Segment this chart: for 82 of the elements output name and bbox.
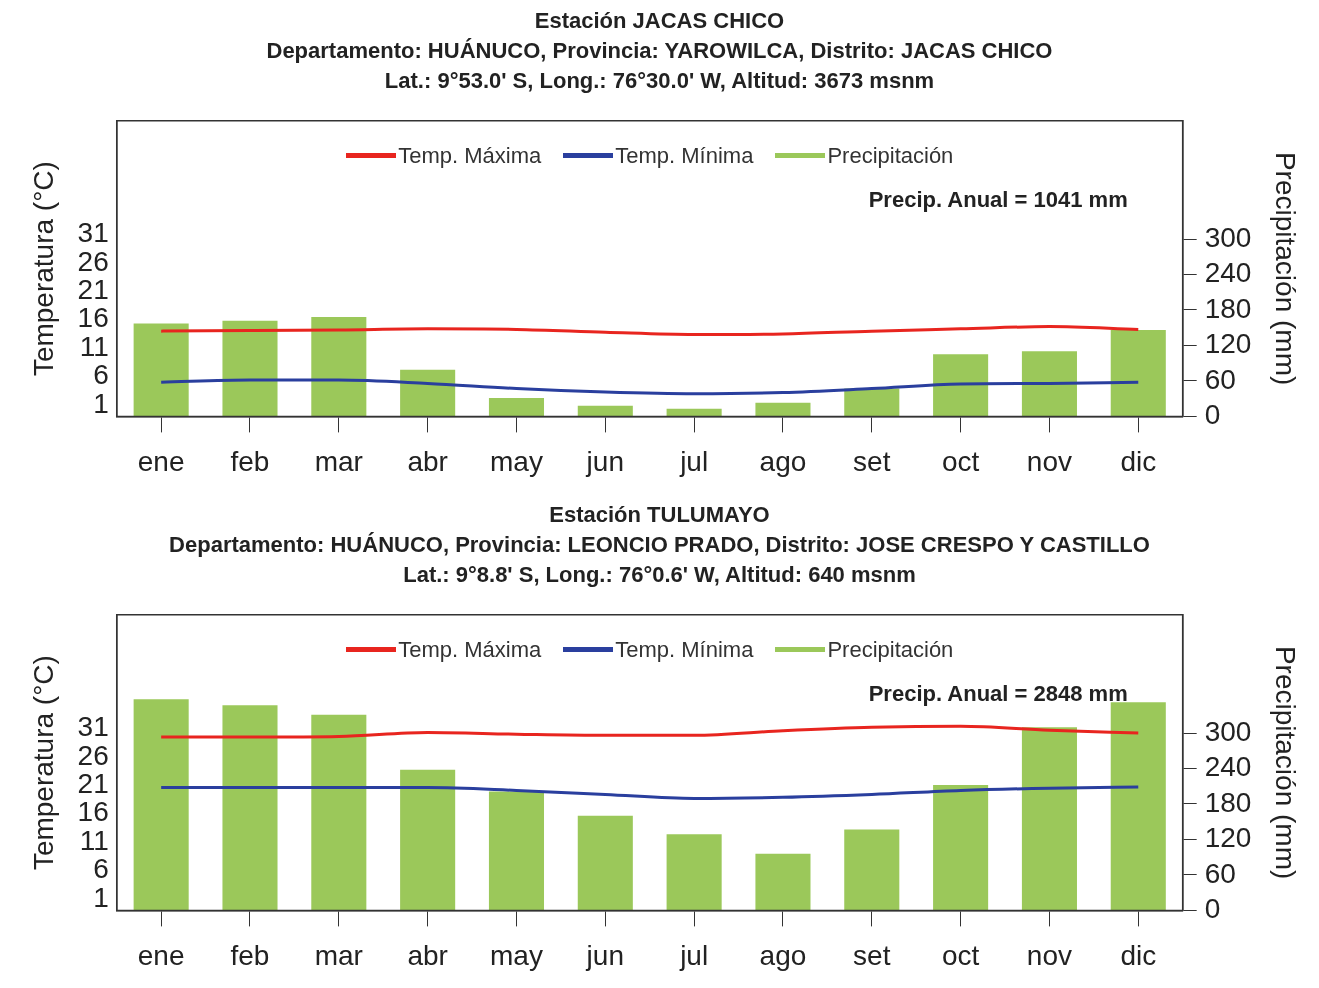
x-tick-label: abr bbox=[407, 939, 448, 971]
y2-tick-label: 0 bbox=[1204, 893, 1221, 925]
line-series bbox=[159, 724, 1140, 739]
x-tick-label: nov bbox=[1026, 939, 1073, 971]
bar bbox=[1110, 702, 1166, 910]
x-tick-label: dic bbox=[1120, 939, 1157, 971]
bar bbox=[133, 323, 189, 416]
y2-tick-label: 180 bbox=[1204, 292, 1252, 324]
x-tick-label: ago bbox=[759, 939, 807, 971]
bar bbox=[488, 398, 545, 416]
bar bbox=[755, 402, 811, 416]
bar bbox=[400, 369, 456, 416]
y-axis-title: Temperatura (°C) bbox=[27, 655, 59, 871]
line-series bbox=[159, 325, 1140, 337]
chart-subtitle: Departamento: HUÁNUCO, Provincia: LEONCIO PRADO, Distrito: JOSE CRESPO Y CASTILLO bbox=[168, 532, 1151, 558]
x-tick-label: mar bbox=[314, 445, 363, 477]
y2-tick-label: 240 bbox=[1204, 257, 1252, 289]
bar bbox=[1021, 351, 1077, 416]
x-tick-label: dic bbox=[1120, 445, 1157, 477]
bar bbox=[933, 354, 989, 416]
bar bbox=[844, 388, 900, 416]
x-tick-label: ene bbox=[137, 445, 185, 477]
bar bbox=[755, 853, 811, 910]
bar bbox=[222, 705, 278, 910]
y2-tick-label: 60 bbox=[1204, 857, 1236, 889]
bar bbox=[133, 699, 189, 910]
legend-label: Temp. Máxima bbox=[398, 636, 542, 663]
text: Lat.: 9°53.0' S, Long.: 76°30.0' W, Altitud: 3673 msnm bbox=[383, 68, 936, 94]
x-tick-label: may bbox=[490, 939, 543, 971]
y2-axis-title: Precipitación (mm) bbox=[1270, 645, 1302, 880]
bar bbox=[933, 785, 989, 910]
x-tick-label: set bbox=[853, 445, 891, 477]
y2-axis-title: Precipitación (mm) bbox=[1270, 151, 1302, 386]
y-axis-title: Temperatura (°C) bbox=[27, 161, 59, 377]
bar bbox=[666, 834, 722, 910]
y2-tick-label: 120 bbox=[1204, 328, 1252, 360]
x-tick-label: mar bbox=[314, 939, 363, 971]
chart-title: Estación JACAS CHICO bbox=[533, 8, 786, 34]
legend-label: Temp. Mínima bbox=[615, 142, 754, 169]
legend-label: Temp. Mínima bbox=[615, 636, 754, 663]
x-tick-label: feb bbox=[230, 445, 270, 477]
bar bbox=[577, 815, 633, 910]
bar bbox=[400, 769, 456, 910]
line-series bbox=[159, 378, 1140, 396]
x-tick-label: may bbox=[490, 445, 543, 477]
bar bbox=[1021, 727, 1077, 910]
legend-label: Precipitación bbox=[827, 142, 954, 169]
bar bbox=[844, 829, 900, 910]
x-tick-label: set bbox=[853, 939, 891, 971]
y2-tick-label: 300 bbox=[1204, 221, 1252, 253]
legend-label: Temp. Máxima bbox=[398, 142, 542, 169]
x-tick-label: jul bbox=[679, 445, 709, 477]
bar bbox=[488, 791, 545, 910]
x-tick-label: jul bbox=[679, 939, 709, 971]
bar bbox=[311, 714, 367, 910]
x-tick-label: oct bbox=[941, 445, 980, 477]
legend-label: Precipitación bbox=[827, 636, 954, 663]
chart-subtitle: Departamento: HUÁNUCO, Provincia: YAROWILCA, Distrito: JACAS CHICO bbox=[265, 38, 1054, 64]
x-tick-label: abr bbox=[407, 445, 448, 477]
bar bbox=[666, 408, 722, 416]
bar bbox=[222, 320, 278, 416]
x-tick-label: jun bbox=[585, 445, 624, 477]
annotation: Precip. Anual = 2848 mm bbox=[868, 680, 1128, 707]
x-tick-label: feb bbox=[230, 939, 270, 971]
x-tick-label: ene bbox=[137, 939, 185, 971]
bar bbox=[577, 405, 633, 416]
line-series bbox=[159, 785, 1140, 800]
x-tick-label: jun bbox=[585, 939, 624, 971]
y2-tick-label: 300 bbox=[1204, 715, 1252, 747]
x-tick-label: oct bbox=[941, 939, 980, 971]
text: Lat.: 9°8.8' S, Long.: 76°0.6' W, Altitud: 640 msnm bbox=[402, 562, 917, 588]
bar bbox=[1110, 330, 1166, 416]
y2-tick-label: 120 bbox=[1204, 822, 1252, 854]
y2-tick-label: 0 bbox=[1204, 399, 1221, 431]
y2-tick-label: 60 bbox=[1204, 363, 1236, 395]
x-tick-label: nov bbox=[1026, 445, 1073, 477]
annotation: Precip. Anual = 1041 mm bbox=[868, 186, 1128, 213]
y2-tick-label: 240 bbox=[1204, 751, 1252, 783]
chart-title: Estación TULUMAYO bbox=[548, 502, 771, 528]
y2-tick-label: 180 bbox=[1204, 786, 1252, 818]
bar bbox=[311, 317, 367, 416]
x-tick-label: ago bbox=[759, 445, 807, 477]
